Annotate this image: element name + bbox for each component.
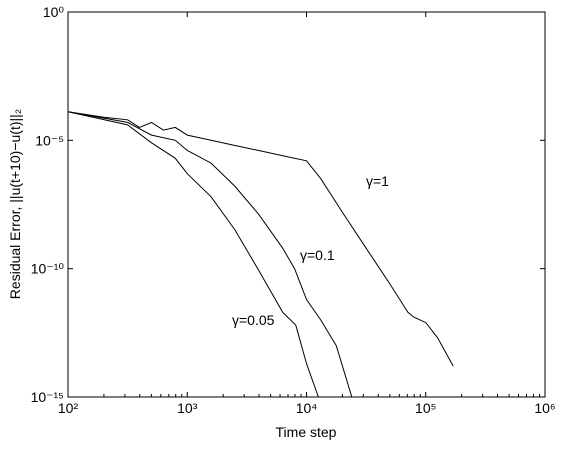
- series-line: [67, 111, 454, 367]
- y-tick-label: 10⁻⁵: [35, 132, 64, 148]
- x-tick-label: 10³: [177, 400, 198, 416]
- annotation: γ=0.05: [232, 312, 275, 328]
- annotation: γ=0.1: [300, 247, 335, 263]
- y-tick-label: 10⁻¹⁵: [31, 389, 64, 405]
- annotation: γ=1: [366, 173, 389, 189]
- series-line: [67, 111, 319, 398]
- x-tick-label: 10²: [58, 400, 79, 416]
- x-tick-label: 10⁴: [296, 400, 318, 416]
- series-line: [67, 111, 353, 398]
- plot-frame: [67, 11, 546, 398]
- x-axis-label: Time step: [276, 424, 337, 440]
- y-tick-label: 10⁻¹⁰: [31, 261, 65, 277]
- y-tick-label: 10⁰: [43, 4, 65, 20]
- x-tick-label: 10⁵: [415, 400, 436, 416]
- y-axis-label: Residual Error, ||u(t+10)−u(t)||₂: [7, 109, 23, 299]
- x-tick-label: 10⁶: [534, 400, 555, 416]
